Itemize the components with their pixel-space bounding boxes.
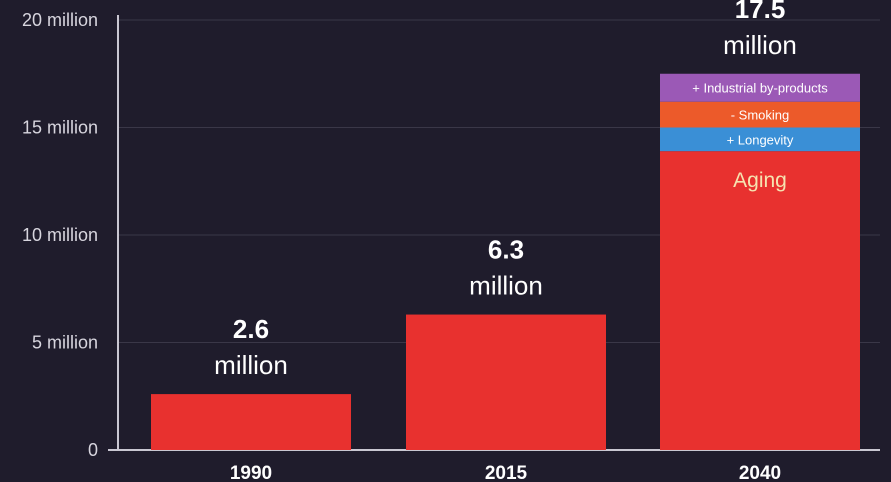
- x-tick-label: 2015: [485, 463, 528, 482]
- bar-2015: [406, 314, 606, 450]
- value-label-number: 2.6: [233, 314, 269, 344]
- y-tick-label: 0: [88, 440, 98, 460]
- x-tick-label: 1990: [230, 463, 272, 482]
- segment-label: Aging: [733, 169, 787, 192]
- bar-1990: [151, 394, 351, 450]
- value-label-unit: million: [469, 271, 543, 301]
- y-tick-label: 20 million: [22, 10, 98, 30]
- y-tick-label: 10 million: [22, 225, 98, 245]
- bars: [151, 73, 860, 450]
- data-labels: 2.6 million 6.3 million Aging + Longevity - Sm…: [214, 0, 828, 380]
- bar-segment-longevity: [660, 127, 860, 152]
- value-label-number: 17.5: [735, 0, 786, 24]
- y-tick-label: 5 million: [32, 333, 98, 353]
- segment-label: + Longevity: [727, 132, 794, 147]
- value-label-unit: million: [214, 350, 288, 380]
- bar-segment-industrial-by-products: [660, 73, 860, 102]
- segment-label: - Smoking: [731, 108, 790, 123]
- bar-segment-aging: [660, 151, 860, 450]
- x-tick-labels: 1990 2015 2040: [230, 463, 781, 482]
- y-tick-label: 15 million: [22, 118, 98, 138]
- value-label-unit: million: [723, 30, 797, 60]
- x-tick-label: 2040: [739, 463, 781, 482]
- value-label-number: 6.3: [488, 235, 524, 265]
- bar-segment-smoking: [660, 101, 860, 128]
- segment-label: + Industrial by-products: [692, 81, 828, 96]
- y-tick-labels: 0 5 million 10 million 15 million 20 million: [22, 10, 98, 460]
